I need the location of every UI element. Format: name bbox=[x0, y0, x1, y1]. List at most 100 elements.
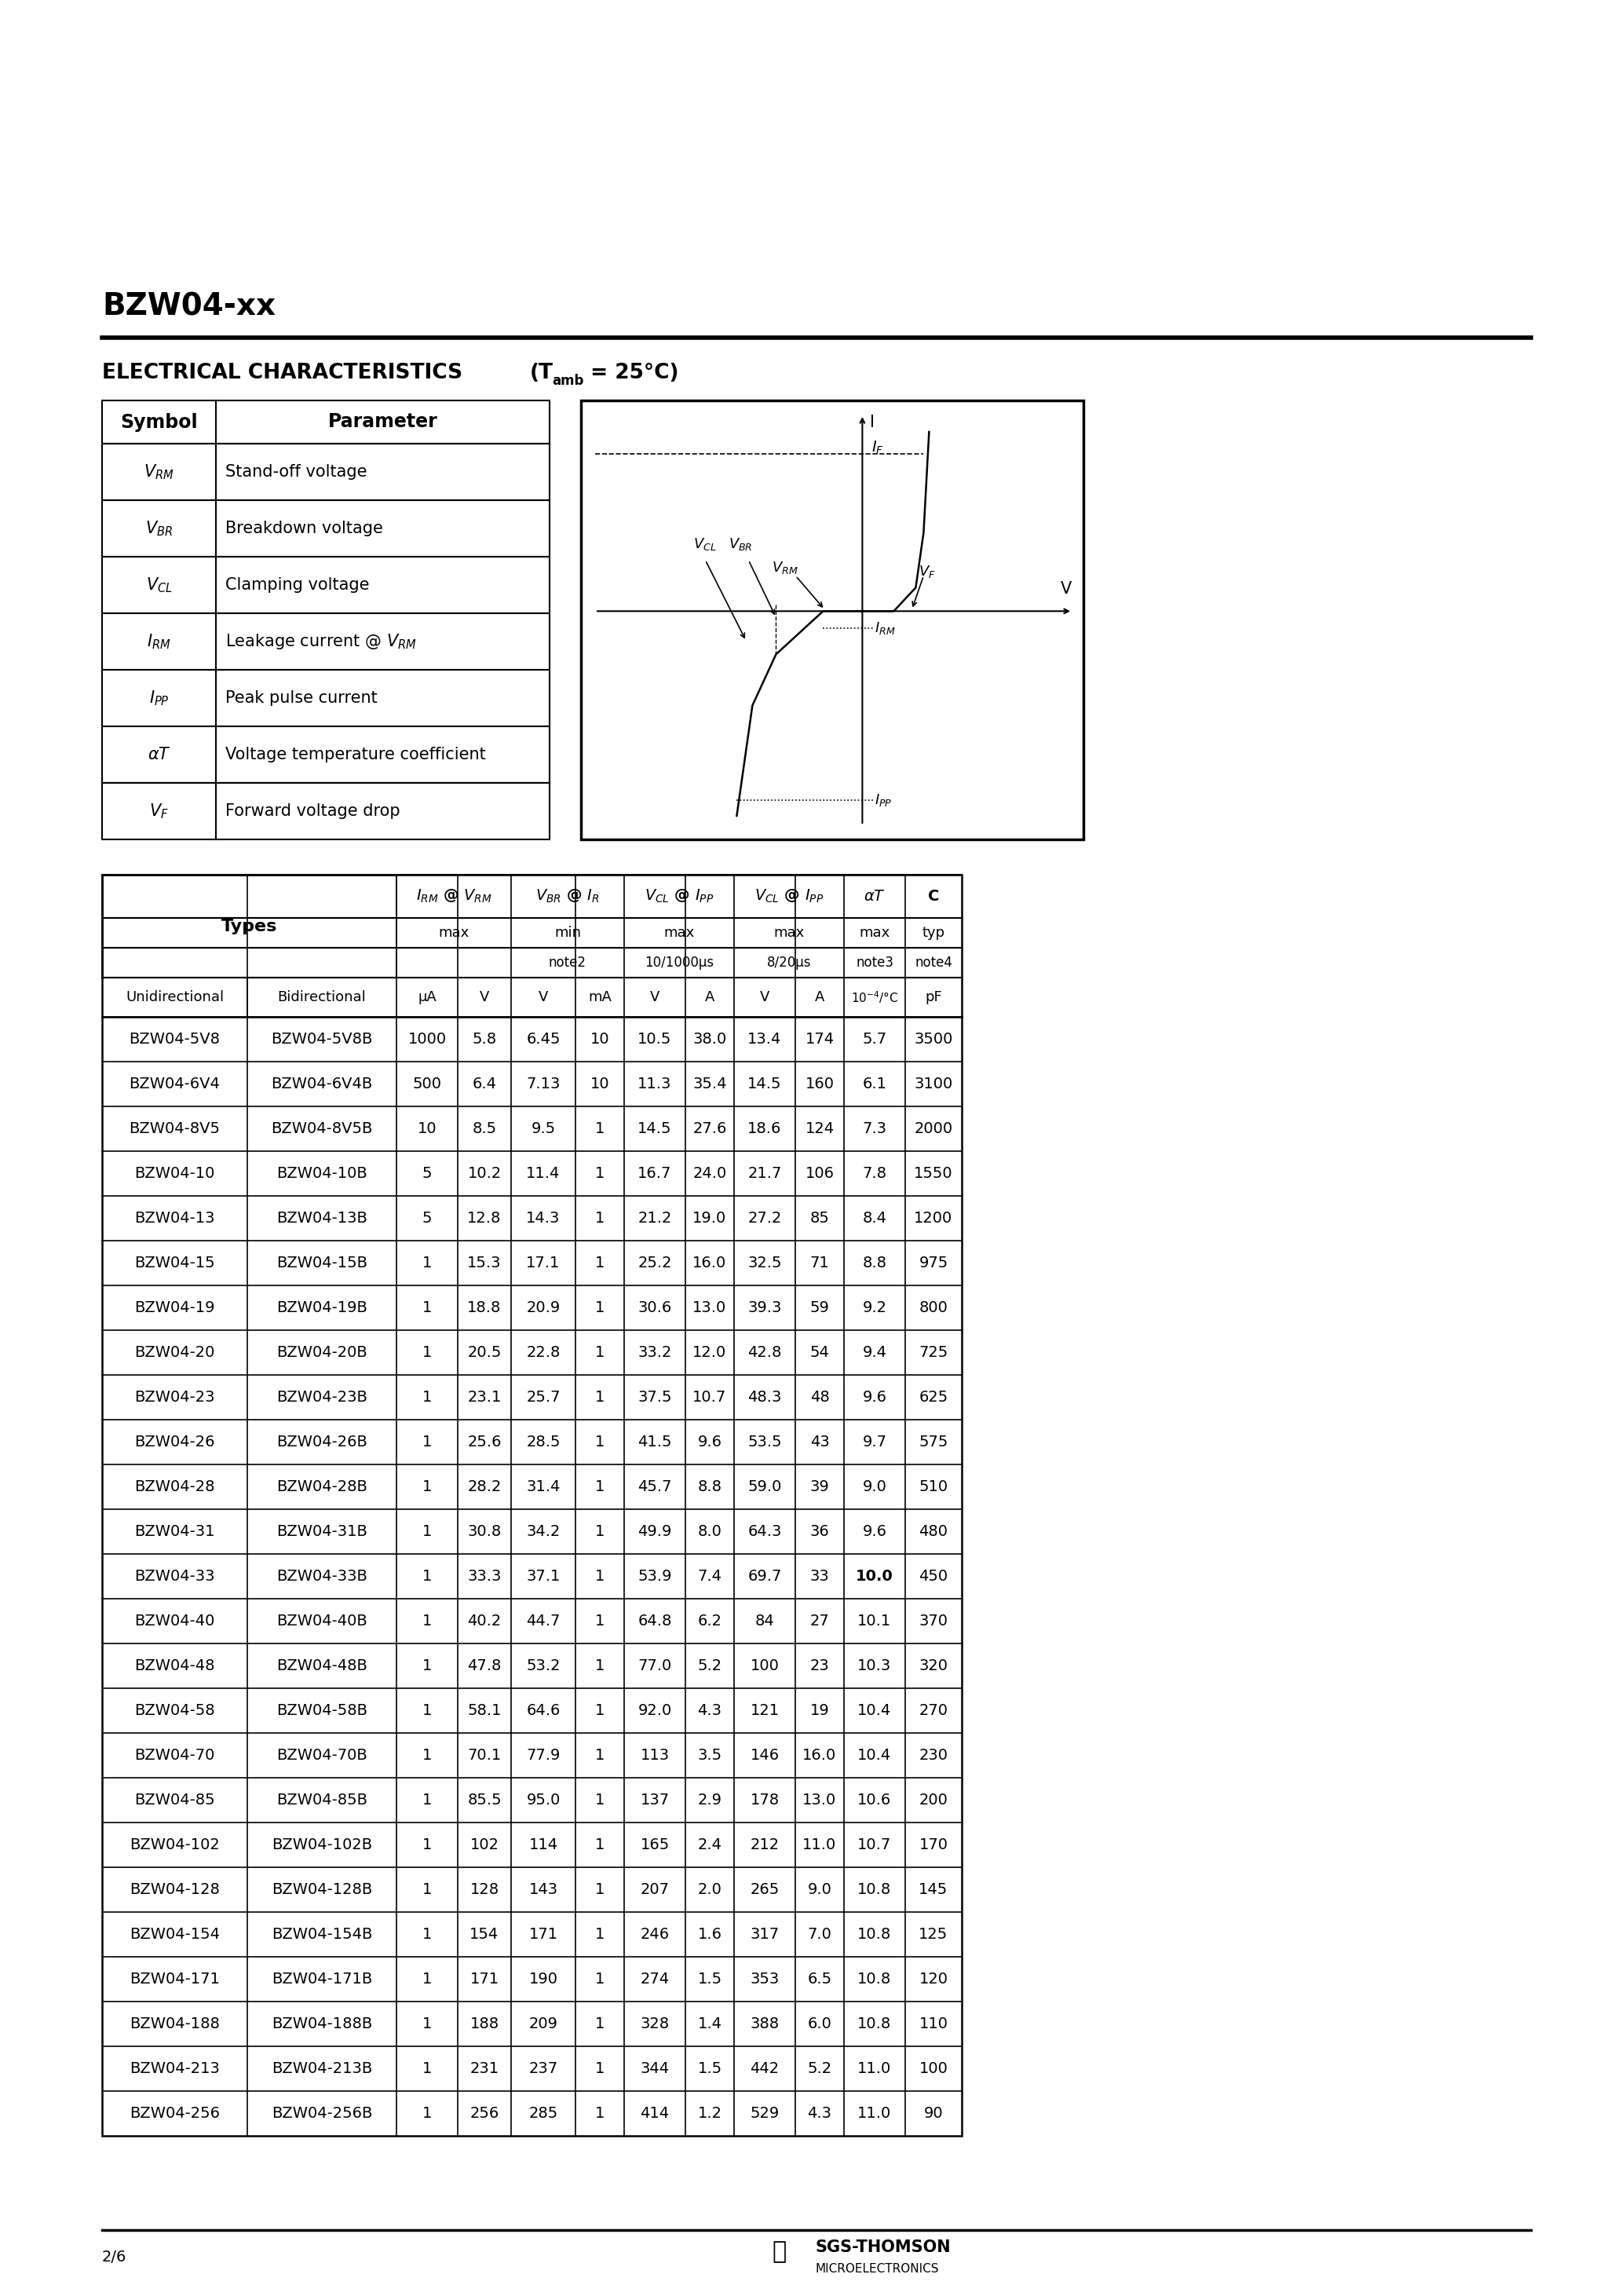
Text: 2000: 2000 bbox=[915, 1120, 952, 1137]
Text: 1: 1 bbox=[595, 1435, 605, 1449]
Text: 30.6: 30.6 bbox=[637, 1300, 672, 1316]
Text: 1550: 1550 bbox=[913, 1166, 954, 1180]
Text: Breakdown voltage: Breakdown voltage bbox=[225, 521, 383, 537]
Text: 178: 178 bbox=[749, 1793, 779, 1807]
Text: 1: 1 bbox=[595, 1479, 605, 1495]
Text: 39: 39 bbox=[809, 1479, 829, 1495]
Text: 22.8: 22.8 bbox=[526, 1345, 560, 1359]
Text: BZW04-26B: BZW04-26B bbox=[276, 1435, 367, 1449]
Text: 53.5: 53.5 bbox=[748, 1435, 782, 1449]
Bar bbox=[102, 613, 550, 670]
Text: 11.0: 11.0 bbox=[858, 2105, 892, 2122]
Text: 1: 1 bbox=[595, 1972, 605, 1986]
Text: 285: 285 bbox=[529, 2105, 558, 2122]
Text: 10: 10 bbox=[590, 1031, 610, 1047]
Text: 27.6: 27.6 bbox=[693, 1120, 727, 1137]
Text: 7.13: 7.13 bbox=[526, 1077, 560, 1091]
Text: 33.3: 33.3 bbox=[467, 1568, 501, 1584]
Text: 8.5: 8.5 bbox=[472, 1120, 496, 1137]
Text: 1: 1 bbox=[422, 1300, 431, 1316]
Text: BZW04-256: BZW04-256 bbox=[130, 2105, 221, 2122]
Text: 1: 1 bbox=[595, 1345, 605, 1359]
Text: BZW04-213B: BZW04-213B bbox=[271, 2062, 371, 2076]
Text: 207: 207 bbox=[641, 1883, 670, 1896]
Text: $V_{RM}$: $V_{RM}$ bbox=[772, 560, 798, 576]
Text: $I_{RM}$: $I_{RM}$ bbox=[148, 631, 170, 650]
Text: BZW04-6V4: BZW04-6V4 bbox=[130, 1077, 221, 1091]
Text: 1: 1 bbox=[422, 1479, 431, 1495]
Text: 5.7: 5.7 bbox=[863, 1031, 887, 1047]
Text: 9.6: 9.6 bbox=[697, 1435, 722, 1449]
Text: 85: 85 bbox=[809, 1210, 829, 1226]
Text: 2.4: 2.4 bbox=[697, 1837, 722, 1853]
Text: BZW04-5V8B: BZW04-5V8B bbox=[271, 1031, 373, 1047]
Text: 230: 230 bbox=[920, 1747, 947, 1763]
Text: 4.3: 4.3 bbox=[697, 1704, 722, 1717]
Text: 12.8: 12.8 bbox=[467, 1210, 501, 1226]
Text: 11.4: 11.4 bbox=[526, 1166, 560, 1180]
Text: $I_{PP}$: $I_{PP}$ bbox=[149, 689, 169, 707]
Text: 575: 575 bbox=[918, 1435, 949, 1449]
Text: 17.1: 17.1 bbox=[526, 1256, 560, 1270]
Text: μA: μA bbox=[418, 990, 436, 1003]
Text: 10.8: 10.8 bbox=[858, 1972, 892, 1986]
Text: 9.0: 9.0 bbox=[863, 1479, 887, 1495]
Text: BZW04-171B: BZW04-171B bbox=[271, 1972, 371, 1986]
Text: 200: 200 bbox=[920, 1793, 947, 1807]
Text: 10.1: 10.1 bbox=[858, 1614, 892, 1628]
Text: Unidirectional: Unidirectional bbox=[125, 990, 224, 1003]
Text: BZW04-213: BZW04-213 bbox=[130, 2062, 219, 2076]
Text: $V_F$: $V_F$ bbox=[920, 565, 936, 581]
Text: 1: 1 bbox=[595, 1389, 605, 1405]
Text: 27.2: 27.2 bbox=[748, 1210, 782, 1226]
Text: 270: 270 bbox=[920, 1704, 947, 1717]
Text: 8.8: 8.8 bbox=[863, 1256, 887, 1270]
Text: BZW04-10B: BZW04-10B bbox=[276, 1166, 367, 1180]
Text: 500: 500 bbox=[412, 1077, 441, 1091]
Text: 10.4: 10.4 bbox=[858, 1704, 892, 1717]
Text: 1: 1 bbox=[422, 1926, 431, 1942]
Text: 370: 370 bbox=[920, 1614, 947, 1628]
Text: 54: 54 bbox=[809, 1345, 829, 1359]
Text: Bidirectional: Bidirectional bbox=[277, 990, 367, 1003]
Text: BZW04-28B: BZW04-28B bbox=[276, 1479, 367, 1495]
Text: I: I bbox=[869, 416, 874, 429]
Text: Forward voltage drop: Forward voltage drop bbox=[225, 804, 401, 820]
Text: 40.2: 40.2 bbox=[467, 1614, 501, 1628]
Text: 1: 1 bbox=[422, 1525, 431, 1538]
Text: Peak pulse current: Peak pulse current bbox=[225, 691, 378, 705]
Text: 414: 414 bbox=[641, 2105, 670, 2122]
Text: 5: 5 bbox=[422, 1210, 431, 1226]
Text: 1: 1 bbox=[595, 1300, 605, 1316]
Text: BZW04-5V8: BZW04-5V8 bbox=[130, 1031, 221, 1047]
Text: 43: 43 bbox=[809, 1435, 829, 1449]
Text: 39.3: 39.3 bbox=[748, 1300, 782, 1316]
Text: V: V bbox=[650, 990, 660, 1003]
Text: 45.7: 45.7 bbox=[637, 1479, 672, 1495]
Text: max: max bbox=[438, 925, 469, 939]
Text: V: V bbox=[539, 990, 548, 1003]
Bar bbox=[581, 400, 1083, 840]
Text: 11.0: 11.0 bbox=[803, 1837, 837, 1853]
Text: BZW04-15: BZW04-15 bbox=[135, 1256, 216, 1270]
Text: note2: note2 bbox=[548, 955, 587, 969]
Text: 1: 1 bbox=[422, 1837, 431, 1853]
Text: BZW04-85B: BZW04-85B bbox=[276, 1793, 368, 1807]
Text: 1: 1 bbox=[595, 2062, 605, 2076]
Text: BZW04-8V5B: BZW04-8V5B bbox=[271, 1120, 373, 1137]
Text: 124: 124 bbox=[805, 1120, 834, 1137]
Text: 1: 1 bbox=[422, 1345, 431, 1359]
Text: 1: 1 bbox=[595, 1658, 605, 1674]
Text: 171: 171 bbox=[529, 1926, 558, 1942]
Text: 1: 1 bbox=[595, 1883, 605, 1896]
Text: BZW04-10: BZW04-10 bbox=[135, 1166, 214, 1180]
Text: note4: note4 bbox=[915, 955, 952, 969]
Text: Clamping voltage: Clamping voltage bbox=[225, 576, 370, 592]
Text: 1: 1 bbox=[422, 2016, 431, 2032]
Text: max: max bbox=[774, 925, 805, 939]
Text: 25.6: 25.6 bbox=[467, 1435, 501, 1449]
Text: 64.8: 64.8 bbox=[637, 1614, 672, 1628]
Text: 353: 353 bbox=[749, 1972, 779, 1986]
Text: = 25°C): = 25°C) bbox=[584, 363, 678, 383]
Text: min: min bbox=[555, 925, 581, 939]
